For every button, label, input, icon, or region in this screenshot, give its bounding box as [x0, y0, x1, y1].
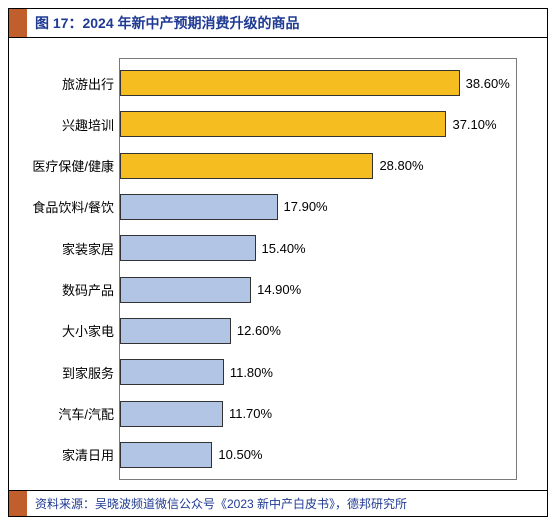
bar-label: 兴趣培训: [24, 115, 120, 134]
bar-row: 大小家电12.60%: [120, 315, 516, 347]
bar-value: 10.50%: [218, 447, 262, 462]
bar-value: 14.90%: [257, 282, 301, 297]
bar: [120, 318, 231, 344]
bar-value: 17.90%: [284, 199, 328, 214]
source-row: 资料来源：吴晓波频道微信公众号《2023 新中产白皮书》，德邦研究所: [9, 490, 547, 516]
bar-row: 医疗保健/健康28.80%: [120, 150, 516, 182]
bar: [120, 442, 212, 468]
bar-value: 12.60%: [237, 323, 281, 338]
bar-label: 数码产品: [24, 280, 120, 299]
bar-label: 大小家电: [24, 321, 120, 340]
bar-label: 旅游出行: [24, 74, 120, 93]
figure-container: 图 17：2024 年新中产预期消费升级的商品 旅游出行38.60%兴趣培训37…: [8, 8, 548, 517]
figure-title: 图 17：2024 年新中产预期消费升级的商品: [27, 9, 308, 37]
bar-label: 食品饮料/餐饮: [24, 197, 120, 216]
bar: [120, 401, 223, 427]
bar-label: 家装家居: [24, 239, 120, 258]
bar: [120, 111, 446, 137]
chart-area: 旅游出行38.60%兴趣培训37.10%医疗保健/健康28.80%食品饮料/餐饮…: [9, 38, 547, 490]
bars-wrap: 旅游出行38.60% 兴趣培训37.10% 医疗保健/健康28.80% 食品饮料/餐饮…: [120, 67, 516, 471]
bar-value: 38.60%: [466, 76, 510, 91]
plot-box: 旅游出行38.60% 兴趣培训37.10% 医疗保健/健康28.80% 食品饮料/餐饮…: [119, 58, 517, 480]
title-row: 图 17：2024 年新中产预期消费升级的商品: [9, 9, 547, 38]
bar-row: 到家服务11.80%: [120, 356, 516, 388]
bar-row: 家清日用10.50%: [120, 439, 516, 471]
bar-label: 汽车/汽配: [24, 404, 120, 423]
bar: [120, 70, 460, 96]
title-accent-block: [9, 9, 27, 37]
bar-value: 37.10%: [452, 117, 496, 132]
bar-value: 28.80%: [379, 158, 423, 173]
bar-value: 11.70%: [229, 406, 272, 421]
bar: [120, 359, 224, 385]
bar-label: 家清日用: [24, 445, 120, 464]
bar-label: 到家服务: [24, 363, 120, 382]
bar: [120, 194, 278, 220]
bar: [120, 235, 256, 261]
bar-row: 旅游出行38.60%: [120, 67, 516, 99]
bar-row: 数码产品14.90%: [120, 274, 516, 306]
source-accent-block: [9, 491, 27, 516]
bar-value: 15.40%: [262, 241, 306, 256]
bar-label: 医疗保健/健康: [24, 156, 120, 175]
bar: [120, 277, 251, 303]
bar-row: 家装家居15.40%: [120, 232, 516, 264]
bar-row: 食品饮料/餐饮17.90%: [120, 191, 516, 223]
source-text: 资料来源：吴晓波频道微信公众号《2023 新中产白皮书》，德邦研究所: [27, 491, 415, 516]
bar-value: 11.80%: [230, 365, 273, 380]
bar-row: 汽车/汽配11.70%: [120, 398, 516, 430]
bar-row: 兴趣培训37.10%: [120, 108, 516, 140]
bar: [120, 153, 373, 179]
